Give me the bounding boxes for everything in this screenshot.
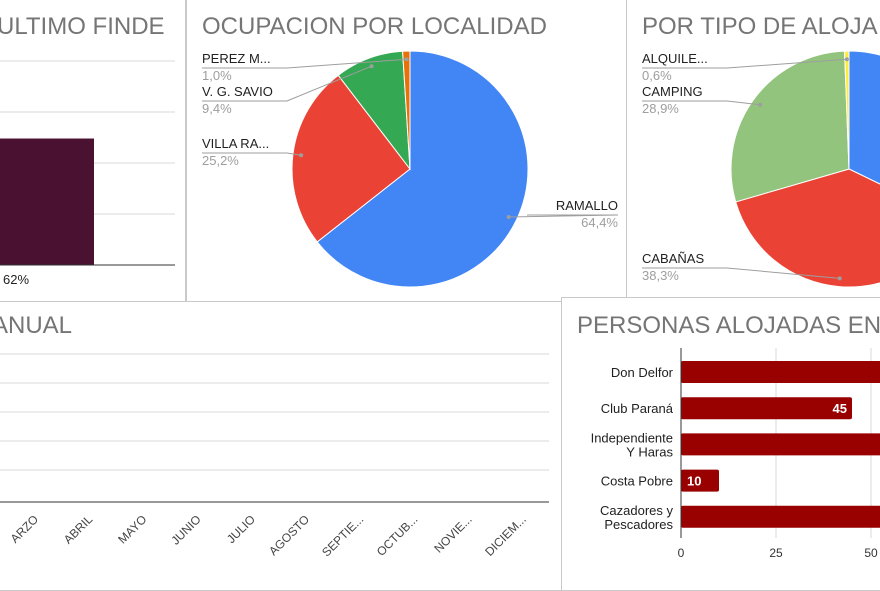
bar	[681, 433, 880, 456]
x-tick-label: OCTUB...	[374, 512, 421, 559]
slice-label: CABAÑAS	[642, 251, 704, 266]
slice-value-label: 0,6%	[642, 68, 672, 83]
pie-slice	[402, 50, 411, 170]
slice-label: V. G. SAVIO	[202, 84, 273, 99]
slice-label: CAMPING	[642, 84, 703, 99]
leader-line	[642, 267, 840, 279]
leader-line	[202, 65, 372, 102]
x-tick-label: DICIEM...	[482, 512, 529, 559]
category-label: Pescadores	[604, 517, 673, 532]
x-tick-label: NOVIE...	[431, 512, 474, 555]
anual-chart: ARZO ABRIL MAYO JUNIO JULIO AGOSTO SEPTIE... OC…	[0, 353, 549, 559]
slice-value-label: 64,4%	[581, 215, 618, 230]
category-label: Club Paraná	[601, 401, 674, 416]
leader-line	[202, 58, 407, 69]
chart-title: ULTIMO FINDE	[0, 13, 165, 40]
slice-value-label: 28,9%	[642, 101, 679, 116]
pie-slice	[844, 50, 850, 170]
chart-title: OCUPACION POR LOCALIDAD	[202, 13, 547, 40]
slice-value-label: 38,3%	[642, 268, 679, 283]
tipo-chart: CABAÑAS 38,3% CAMPING 28,9% ALQUILE... 0,6%	[642, 50, 880, 288]
leader-dot	[837, 276, 842, 281]
personas-chart: 0 25 50 Don Delfor Club Paraná 45 Independient…	[591, 348, 880, 560]
category-label: Costa Pobre	[601, 474, 673, 489]
bar	[681, 361, 880, 383]
x-tick-label: ABRIL	[61, 512, 96, 547]
x-tick-label: 50	[864, 546, 878, 560]
slice-value-label: 9,4%	[202, 101, 232, 116]
leader-line	[508, 214, 619, 218]
category-label: Independiente	[591, 430, 673, 445]
chart-title: ANUAL	[0, 312, 73, 339]
slice-label: ALQUILE...	[642, 51, 708, 66]
category-label: Don Delfor	[611, 365, 674, 380]
leader-line	[202, 152, 302, 156]
pie-slice	[730, 50, 850, 203]
x-tick-label: JULIO	[224, 512, 258, 546]
leader-line	[642, 100, 761, 106]
finde-chart: 62%	[0, 60, 175, 287]
slice-label: PEREZ M...	[202, 51, 271, 66]
panel-tipo-alojamiento: POR TIPO DE ALOJA CABAÑAS 38,3% CAMPING 28,…	[626, 0, 880, 302]
leader-line	[642, 58, 847, 69]
panel-anual: ANUAL ARZO ABRIL MAYO JUNIO JULIO AGOSTO SEPTI…	[0, 301, 562, 591]
bar	[681, 505, 880, 528]
category-label: Y Haras	[626, 444, 673, 459]
panel-ocupacion-localidad: OCUPACION POR LOCALIDAD RAMALLO 64,4% VILL…	[186, 0, 627, 302]
x-tick-label: 25	[769, 546, 783, 560]
pie-slice	[316, 50, 529, 288]
chart-title: PERSONAS ALOJADAS EN	[577, 312, 880, 339]
bar	[681, 469, 719, 492]
slice-label: RAMALLO	[556, 198, 618, 213]
x-tick-label: SEPTIE...	[319, 512, 366, 559]
x-tick-label: MAYO	[115, 512, 149, 546]
slice-label: VILLA RA...	[202, 136, 269, 151]
data-label: 45	[833, 401, 847, 416]
localidad-chart: RAMALLO 64,4% VILLA RA... 25,2% V. G. SAVIO 9…	[202, 50, 619, 288]
bar	[681, 397, 852, 420]
x-tick-label: JUNIO	[168, 512, 203, 547]
bar	[0, 138, 94, 265]
slice-value-label: 25,2%	[202, 153, 239, 168]
x-tick-label: 0	[678, 546, 685, 560]
pie-slice	[848, 50, 880, 185]
chart-title: POR TIPO DE ALOJA	[642, 13, 878, 40]
x-tick-label: AGOSTO	[266, 512, 312, 558]
panel-personas-alojadas: PERSONAS ALOJADAS EN 0 25 50 Don Delfor Club…	[561, 297, 880, 591]
slice-value-label: 1,0%	[202, 68, 232, 83]
data-label: 10	[687, 474, 701, 489]
panel-ultimo-finde: ULTIMO FINDE 62%	[0, 0, 186, 302]
pie-slice	[735, 168, 880, 288]
category-label: Cazadores y	[600, 503, 673, 518]
data-label: 62%	[3, 272, 29, 287]
x-tick-label: ARZO	[8, 512, 41, 545]
